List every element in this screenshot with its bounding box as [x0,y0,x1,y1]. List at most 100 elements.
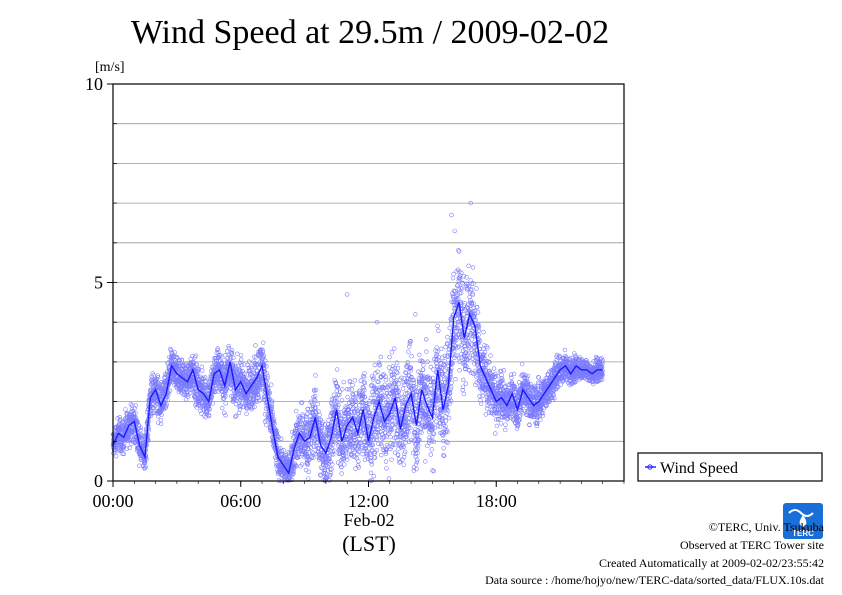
data-point [475,322,481,327]
data-point [379,443,385,449]
data-point [338,416,344,422]
data-point [414,388,419,394]
data-point [163,405,169,410]
data-point [345,404,351,410]
data-point [447,390,453,395]
data-point [441,453,447,459]
data-point [279,448,284,454]
data-point [460,280,465,286]
data-point [463,366,468,371]
data-point [326,456,332,461]
data-point [133,415,139,420]
data-point [361,385,366,391]
data-point [389,444,394,449]
data-point [412,433,418,438]
data-point [337,392,342,398]
data-point [187,391,193,396]
data-point [431,468,436,474]
data-point [289,477,295,483]
data-point [451,288,456,294]
data-point [425,377,431,382]
data-point [432,413,438,419]
data-point [296,452,302,457]
data-point [223,394,228,399]
data-point [307,457,312,463]
data-point [365,405,371,410]
data-point [414,459,420,465]
data-point [220,365,225,371]
data-point [450,275,456,281]
data-point [221,357,227,363]
data-point [313,410,319,415]
data-point [389,457,394,462]
data-point [404,430,410,435]
data-point [371,437,377,442]
data-point [400,386,406,391]
data-point [415,432,420,438]
data-point [430,468,435,473]
data-point [433,354,439,359]
data-point [403,391,408,396]
data-point [475,351,480,356]
data-point [387,354,392,360]
data-point [517,417,522,423]
data-point [320,428,325,433]
data-point [465,306,471,311]
data-point [386,393,391,399]
data-point [457,277,463,282]
data-point [170,356,175,362]
data-point [315,440,320,445]
data-point [372,362,378,368]
data-point [404,434,409,439]
data-point [411,438,416,444]
data-point [261,354,266,359]
data-point [391,391,396,396]
data-point [270,409,275,415]
data-point [370,434,375,439]
data-point [482,343,487,348]
data-point [203,378,208,384]
data-point [456,276,462,281]
data-point [388,441,394,446]
data-point [388,384,394,390]
data-point [476,328,481,333]
data-point [258,351,263,356]
data-point [278,446,283,451]
data-point [454,335,459,340]
data-point [409,374,414,380]
data-point [376,379,381,385]
scatter-points [110,200,605,484]
data-point [500,377,505,383]
data-point [333,404,338,410]
data-point [244,406,250,411]
data-point [193,353,198,358]
data-point [447,325,452,330]
data-point [403,449,408,454]
data-point [382,426,388,431]
data-point [151,373,156,378]
data-point [430,426,435,432]
data-point [246,395,252,400]
data-point [411,380,417,386]
data-point [263,358,268,364]
data-point [429,447,435,452]
data-point [487,360,492,365]
data-point [499,372,504,378]
data-point [399,395,404,400]
data-point [344,386,350,392]
data-point [510,406,516,411]
data-point [269,398,275,404]
data-point [349,387,354,392]
data-point [498,383,503,389]
data-point [361,380,367,385]
data-point [456,278,461,283]
data-point [264,364,269,369]
data-point [497,411,502,416]
data-point [294,427,300,432]
data-point [466,339,471,344]
data-point [465,336,471,341]
data-point [471,371,476,376]
data-point [350,382,355,388]
data-point [330,452,336,457]
data-point [290,472,295,477]
